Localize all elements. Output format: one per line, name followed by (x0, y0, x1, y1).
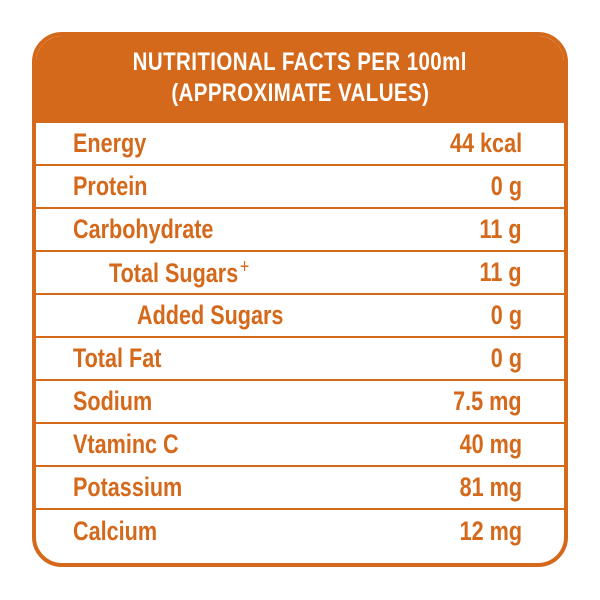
nutrient-row-protein: Protein 0 g (36, 166, 564, 209)
nutrient-value: 0 g (490, 300, 522, 330)
nutrient-row-carbohydrate: Carbohydrate 11 g (36, 209, 564, 252)
nutrient-row-added-sugars: Added Sugars 0 g (36, 295, 564, 338)
nutrient-row-sodium: Sodium 7.5 mg (36, 381, 564, 424)
nutrient-value: 11 g (479, 257, 522, 287)
footnote-mark: + (239, 256, 250, 278)
nutrient-value: 0 g (490, 343, 522, 373)
nutrition-header: NUTRITIONAL FACTS PER 100ml (APPROXIMATE… (36, 36, 564, 123)
header-title: NUTRITIONAL FACTS PER 100ml (132, 47, 468, 76)
nutrient-row-calcium: Calcium 12 mg (36, 510, 564, 553)
nutrient-label: Vtaminc C (73, 429, 179, 459)
nutrient-label: Sodium (73, 386, 153, 416)
nutrient-value: 0 g (490, 171, 522, 201)
nutrient-label: Total Sugars+ (109, 256, 250, 288)
nutrient-value: 11 g (479, 214, 522, 244)
nutrient-value: 40 mg (459, 429, 522, 459)
nutrient-label: Protein (73, 171, 148, 201)
nutrient-value: 44 kcal (449, 128, 522, 158)
nutrient-value: 12 mg (459, 516, 522, 546)
header-subtitle: (APPROXIMATE VALUES) (170, 78, 429, 107)
nutrient-label: Potassium (73, 472, 183, 502)
nutrition-facts-panel: NUTRITIONAL FACTS PER 100ml (APPROXIMATE… (32, 32, 568, 567)
nutrient-label: Carbohydrate (73, 214, 214, 244)
nutrient-rows: Energy 44 kcal Protein 0 g Carbohydrate … (36, 123, 564, 553)
nutrient-label: Energy (73, 128, 147, 158)
nutrient-row-potassium: Potassium 81 mg (36, 467, 564, 510)
nutrient-row-vitamin-c: Vtaminc C 40 mg (36, 424, 564, 467)
nutrient-label: Added Sugars (137, 300, 284, 330)
nutrient-row-total-fat: Total Fat 0 g (36, 338, 564, 381)
nutrient-value: 81 mg (459, 472, 522, 502)
nutrient-label: Total Fat (73, 343, 162, 373)
nutrient-value: 7.5 mg (453, 386, 522, 416)
nutrient-label: Calcium (73, 516, 158, 546)
nutrient-row-total-sugars: Total Sugars+ 11 g (36, 252, 564, 295)
nutrient-row-energy: Energy 44 kcal (36, 123, 564, 166)
